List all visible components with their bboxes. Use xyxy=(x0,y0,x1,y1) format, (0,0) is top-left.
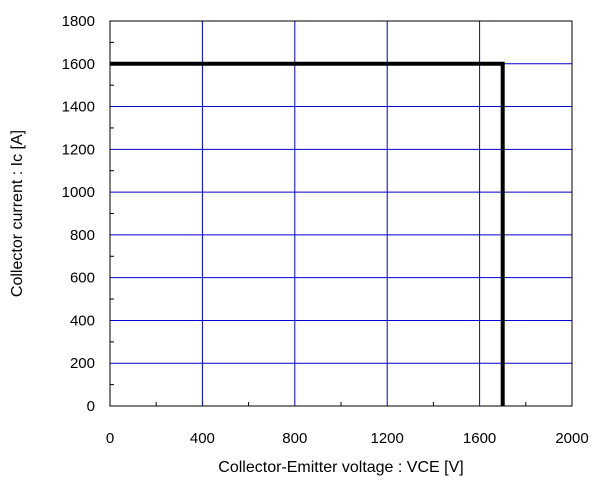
x-tick-labels: 0 400 800 1200 1600 2000 xyxy=(106,430,589,447)
y-axis-label: Collector current : Ic [A] xyxy=(9,130,26,297)
y-tick-label: 1000 xyxy=(62,184,95,201)
plot-frame xyxy=(109,20,573,407)
x-tick-label: 1600 xyxy=(463,430,496,447)
x-tick-label: 400 xyxy=(190,430,215,447)
y-tick-label: 800 xyxy=(70,227,95,244)
y-tick-label: 200 xyxy=(70,355,95,372)
y-tick-label: 1200 xyxy=(62,141,95,158)
y-tick-label: 1400 xyxy=(62,99,95,116)
x-axis-label: Collector-Emitter voltage : VCE [V] xyxy=(218,459,463,476)
x-tick-label: 0 xyxy=(106,430,114,447)
y-tick-label: 0 xyxy=(87,398,95,415)
y-tick-label: 600 xyxy=(70,270,95,287)
y-tick-label: 400 xyxy=(70,312,95,329)
minor-ticks xyxy=(110,41,527,406)
x-tick-label: 800 xyxy=(282,430,307,447)
y-tick-label: 1800 xyxy=(62,13,95,30)
y-tick-labels: 0 200 400 600 800 1000 1200 1400 1600 1800 xyxy=(62,13,95,415)
x-tick-label: 2000 xyxy=(555,430,588,447)
series-line xyxy=(110,61,505,406)
series-layer xyxy=(110,61,505,406)
y-tick-label: 1600 xyxy=(62,56,95,73)
x-tick-label: 1200 xyxy=(371,430,404,447)
